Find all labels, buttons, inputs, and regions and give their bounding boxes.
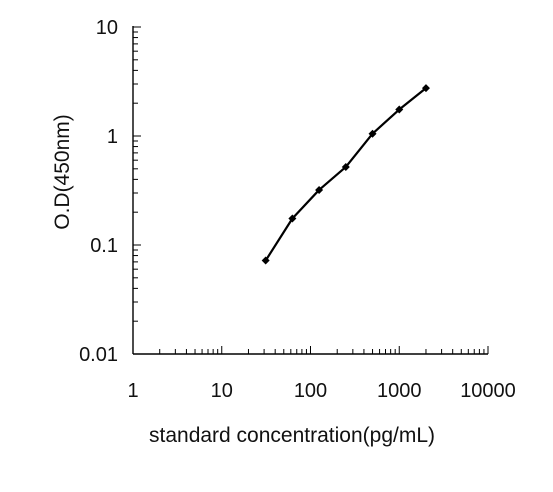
ticks (132, 26, 489, 355)
data-point (395, 105, 404, 114)
x-tick-label: 10 (211, 380, 233, 402)
x-tick-label: 1000 (377, 380, 422, 402)
series (261, 84, 430, 265)
x-axis-title: standard concentration(pg/mL) (149, 424, 435, 447)
axes (132, 26, 488, 355)
x-tick-label: 10000 (460, 380, 516, 402)
series-line (264, 87, 427, 262)
y-tick-label: 0.01 (79, 344, 118, 366)
x-tick-label: 1 (127, 380, 138, 402)
y-tick-label: 1 (107, 126, 118, 148)
data-point (341, 162, 350, 171)
data-point (421, 84, 430, 93)
data-point (368, 129, 377, 138)
data-point (261, 256, 270, 265)
tick-labels: 1 10 100 1000 10000 0.01 0.1 1 10 (79, 17, 516, 402)
y-axis-title: O.D(450nm) (51, 114, 74, 230)
x-tick-label: 100 (294, 380, 327, 402)
y-tick-label: 0.1 (90, 235, 118, 257)
y-tick-label: 10 (96, 17, 118, 39)
data-point (288, 214, 297, 223)
data-point (315, 185, 324, 194)
